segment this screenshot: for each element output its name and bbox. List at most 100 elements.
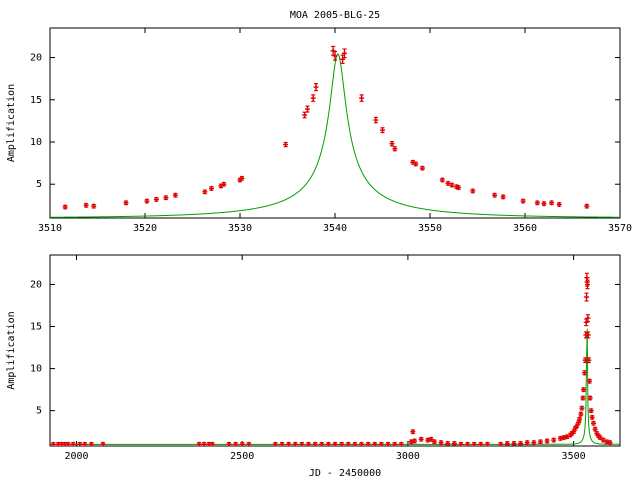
model-curve [50, 53, 620, 218]
y-axis-label: Amplification [6, 84, 17, 162]
data-point [587, 395, 593, 401]
x-tick-label: 3550 [418, 223, 442, 234]
data-point [82, 441, 88, 446]
data-point [549, 200, 555, 206]
data-point [59, 441, 65, 446]
data-point [419, 165, 425, 171]
data-point [524, 440, 530, 446]
data-point [201, 441, 207, 446]
data-point [221, 181, 227, 187]
data-point [413, 161, 419, 167]
data-point [196, 441, 202, 446]
data-point [561, 435, 567, 441]
data-point [456, 185, 461, 191]
data-point [380, 127, 385, 134]
data-point [385, 441, 391, 446]
data-point [77, 441, 83, 446]
data-point [209, 185, 214, 191]
data-point [272, 441, 278, 446]
data-point [585, 331, 591, 339]
data-point [279, 441, 285, 446]
data-point [100, 441, 106, 446]
data-point [531, 440, 537, 446]
data-point [484, 441, 490, 446]
top-panel-zoom: 3510 3520 3530 3540 3550 3560 3570 5 10 15 20 Ampli… [6, 27, 632, 234]
data-point [408, 439, 414, 445]
data-point [239, 175, 245, 181]
data-point [359, 441, 365, 446]
y-tick-label: 5 [36, 406, 42, 417]
data-point [431, 439, 437, 445]
data-point [504, 440, 510, 446]
data-point [372, 441, 378, 446]
data-point [534, 200, 540, 206]
data-point [451, 440, 457, 446]
data-point [585, 314, 591, 323]
data-point [518, 440, 524, 446]
bottom-panel-full: 2000 2500 3000 3500 5 10 15 20 Amplification JD -… [6, 254, 621, 479]
data-point [592, 426, 598, 432]
data-point [541, 201, 547, 207]
y-axis-label: Amplification [6, 311, 17, 389]
data-point [589, 414, 595, 420]
data-point [500, 194, 506, 200]
x-axis-label: JD - 2450000 [309, 468, 381, 479]
data-point [584, 292, 590, 302]
data-point [153, 196, 159, 202]
data-point [418, 436, 424, 442]
data-point [62, 204, 68, 210]
data-point [597, 435, 603, 441]
data-point [581, 387, 587, 393]
y-tick-label: 10 [30, 364, 42, 375]
data-point [365, 441, 371, 446]
data-point [313, 83, 319, 92]
x-tick-label: 3510 [38, 223, 62, 234]
data-point [283, 141, 289, 148]
data-point [325, 441, 331, 446]
data-point [511, 440, 517, 446]
data-point [286, 441, 292, 446]
data-point [604, 439, 610, 445]
y-tick-label: 15 [30, 322, 42, 333]
x-tick-label: 3560 [513, 223, 537, 234]
data-point [239, 441, 245, 446]
data-point [585, 279, 591, 290]
data-point [544, 438, 550, 444]
data-point [312, 441, 318, 446]
x-tick-label: 2000 [64, 451, 88, 462]
data-point [352, 441, 358, 446]
data-point [305, 441, 311, 446]
chart-title: MOA 2005-BLG-25 [290, 10, 380, 21]
data-point [445, 440, 451, 446]
data-point [292, 441, 298, 446]
data-point [144, 198, 150, 204]
data-point [359, 94, 365, 102]
data-point [478, 441, 484, 446]
data-point [50, 441, 56, 446]
data-point [520, 198, 526, 204]
data-point [302, 111, 308, 119]
data-point [588, 408, 594, 414]
data-point [345, 441, 351, 446]
data-point [584, 203, 590, 209]
data-point [438, 440, 444, 446]
data-point [607, 440, 613, 446]
x-tick-label: 3530 [228, 223, 252, 234]
model-curve [50, 328, 620, 445]
data-point [163, 195, 169, 201]
data-point [65, 441, 71, 446]
data-point [378, 441, 384, 446]
data-point [392, 146, 398, 152]
data-point [373, 116, 379, 124]
data-point [319, 441, 325, 446]
data-point [389, 141, 395, 147]
data-point [410, 429, 416, 435]
data-point [226, 441, 232, 446]
data-point [392, 441, 398, 446]
plot-frame [49, 254, 621, 447]
data-point [590, 420, 596, 426]
y-tick-label: 5 [36, 179, 42, 190]
data-point [70, 441, 76, 446]
data-point [332, 51, 338, 61]
data-point [428, 436, 434, 442]
